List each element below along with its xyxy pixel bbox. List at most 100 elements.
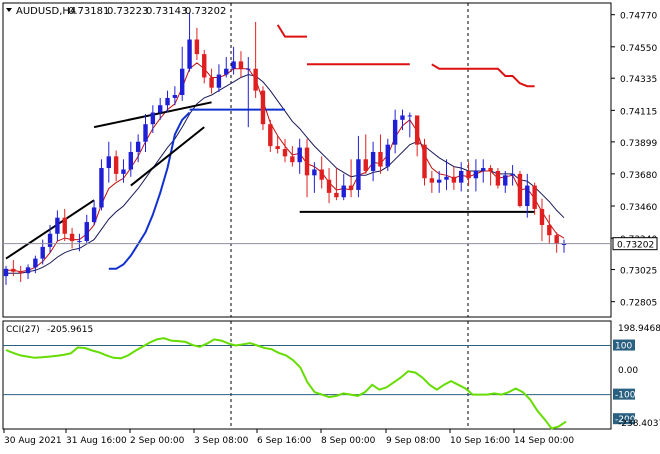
candle[interactable] — [121, 159, 126, 183]
cci-pane[interactable] — [2, 320, 612, 430]
candle[interactable] — [113, 150, 119, 182]
candle[interactable] — [282, 138, 288, 163]
candle[interactable] — [209, 68, 214, 94]
candle-body — [135, 141, 141, 152]
candle[interactable] — [69, 227, 75, 249]
candle[interactable] — [106, 141, 111, 183]
price-tick-label: 0.73460 — [620, 203, 657, 213]
candle[interactable] — [312, 162, 317, 193]
candle[interactable] — [202, 49, 207, 84]
candle[interactable] — [473, 159, 479, 192]
candle[interactable] — [187, 13, 192, 72]
candle[interactable] — [33, 255, 38, 274]
candle[interactable] — [348, 159, 354, 198]
candle[interactable] — [488, 165, 493, 186]
candle[interactable] — [253, 21, 258, 98]
cci-level-tag — [613, 339, 635, 351]
candle[interactable] — [503, 170, 508, 193]
candle[interactable] — [429, 170, 435, 193]
candle[interactable] — [517, 170, 523, 208]
candle[interactable] — [216, 64, 222, 93]
candle[interactable] — [238, 51, 244, 78]
candle[interactable] — [194, 27, 200, 60]
dropdown-triangle-icon[interactable] — [6, 8, 12, 12]
candle[interactable] — [378, 134, 383, 174]
candle[interactable] — [459, 162, 464, 192]
candle[interactable] — [150, 105, 156, 133]
candle[interactable] — [370, 141, 376, 182]
candle[interactable] — [268, 119, 273, 152]
candle[interactable] — [334, 168, 339, 201]
candle[interactable] — [84, 214, 89, 244]
candle-body — [363, 159, 368, 171]
candle[interactable] — [554, 232, 559, 253]
candle-body — [297, 147, 302, 163]
candle-body — [246, 68, 251, 70]
candle[interactable] — [481, 159, 486, 183]
candle[interactable] — [561, 239, 567, 253]
current-price-tag — [612, 237, 658, 251]
candle[interactable] — [363, 134, 368, 174]
candle[interactable] — [260, 86, 266, 131]
candle[interactable] — [135, 134, 141, 163]
candle[interactable] — [495, 168, 501, 189]
candle[interactable] — [444, 159, 449, 190]
candle-body — [69, 233, 75, 242]
candle[interactable] — [128, 141, 134, 177]
candle[interactable] — [356, 135, 361, 198]
candle-body — [525, 185, 530, 207]
candle[interactable] — [99, 159, 104, 211]
candle[interactable] — [62, 208, 67, 242]
candle[interactable] — [319, 156, 324, 189]
candle[interactable] — [231, 46, 236, 75]
candle-body — [180, 68, 185, 96]
candle[interactable] — [224, 57, 229, 78]
candle[interactable] — [77, 233, 82, 252]
candle[interactable] — [55, 210, 60, 242]
candle[interactable] — [47, 224, 53, 253]
candle[interactable] — [143, 113, 148, 152]
candle[interactable] — [326, 168, 332, 204]
candle[interactable] — [157, 97, 163, 120]
trend-line[interactable] — [130, 126, 205, 187]
candle-body — [55, 217, 60, 234]
candle[interactable] — [290, 146, 295, 167]
candle[interactable] — [510, 165, 515, 186]
candle[interactable] — [180, 46, 185, 101]
candle[interactable] — [172, 86, 178, 106]
candle[interactable] — [400, 109, 405, 131]
candle-body — [407, 115, 413, 117]
candle[interactable] — [3, 265, 9, 285]
candle[interactable] — [547, 214, 552, 244]
time-tick-label: 2 Sep 00:00 — [130, 436, 185, 446]
candle[interactable] — [525, 173, 530, 218]
candle[interactable] — [165, 90, 170, 113]
cci-line — [5, 337, 567, 430]
candle[interactable] — [341, 173, 346, 201]
candle[interactable] — [25, 264, 31, 280]
candle[interactable] — [91, 200, 97, 225]
candle[interactable] — [422, 138, 427, 186]
candle[interactable] — [11, 260, 16, 277]
candle[interactable] — [18, 265, 23, 282]
candle[interactable] — [297, 138, 302, 174]
candle[interactable] — [451, 166, 457, 190]
candle[interactable] — [532, 182, 537, 215]
candle[interactable] — [385, 138, 390, 171]
candle[interactable] — [392, 109, 398, 154]
candle[interactable] — [304, 138, 310, 198]
candle-body — [481, 168, 486, 171]
candle-body — [400, 115, 405, 120]
candle[interactable] — [466, 162, 471, 186]
moving-average-slow-line — [6, 74, 565, 274]
candle[interactable] — [275, 135, 280, 154]
candle-body — [451, 176, 457, 183]
candle[interactable] — [414, 115, 420, 157]
candle[interactable] — [407, 112, 413, 138]
candle[interactable] — [436, 170, 442, 193]
candle[interactable] — [539, 198, 545, 242]
candle[interactable] — [246, 57, 251, 128]
candle-body — [143, 124, 148, 142]
